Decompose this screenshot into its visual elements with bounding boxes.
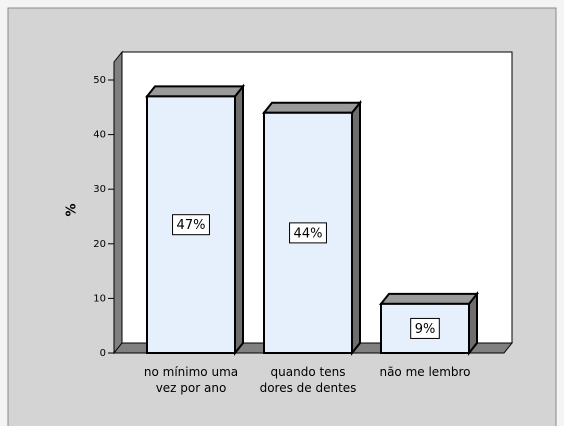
x-tick-label: quando tens dores de dentes (260, 365, 357, 395)
y-tick-label: 30 (93, 184, 106, 195)
value-label: 47% (177, 218, 206, 233)
y-tick-label: 40 (93, 130, 106, 141)
x-tick-label-line: quando tens (271, 365, 346, 379)
bar-top (144, 85, 246, 98)
left-wall (113, 50, 123, 355)
y-tick-label: 0 (100, 348, 106, 359)
x-tick-label: não me lembro (379, 365, 470, 379)
y-tick-label: 50 (93, 75, 106, 86)
bar-side (234, 83, 244, 356)
x-tick-label-line: vez por ano (156, 381, 227, 395)
value-label-box (410, 317, 440, 339)
y-tick-label: 20 (93, 239, 106, 250)
bar (380, 302, 470, 354)
x-tick-label-line: dores de dentes (260, 381, 357, 395)
value-label: 9% (415, 322, 436, 337)
bar-top (378, 292, 480, 305)
bar-top (261, 101, 363, 114)
y-axis-label: % (65, 203, 80, 216)
value-label-box (172, 214, 210, 236)
x-tick-label: no mínimo uma vez por ano (144, 365, 238, 395)
x-tick-label-line: no mínimo uma (144, 365, 238, 379)
y-tick-label: 10 (93, 293, 106, 304)
x-tick-label-line: não me lembro (379, 365, 470, 379)
bar-side (351, 99, 361, 356)
value-label-box (289, 222, 327, 244)
value-label: 44% (294, 226, 323, 241)
